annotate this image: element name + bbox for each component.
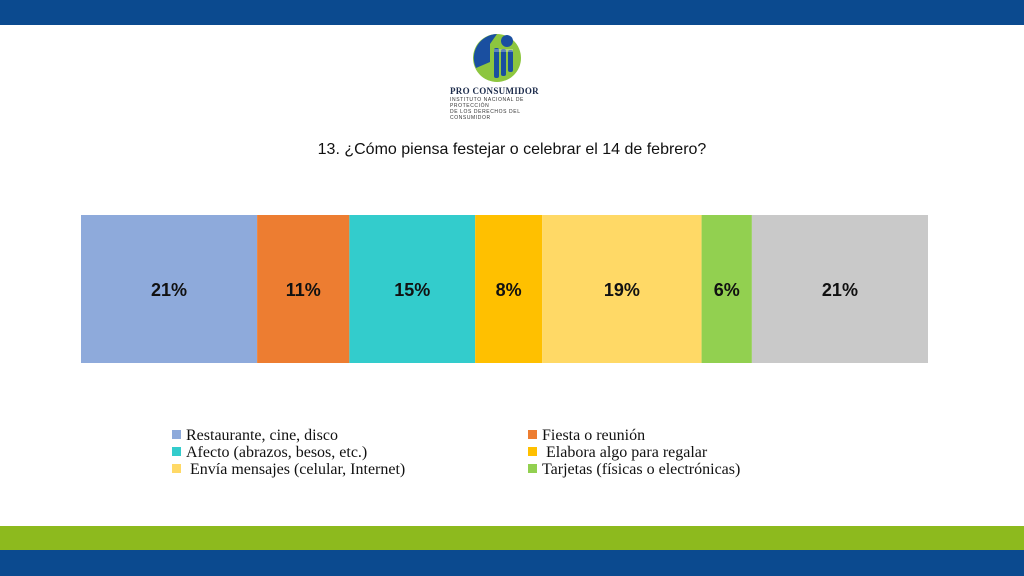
legend-item-1: Restaurante, cine, disco [172, 427, 338, 445]
data-label-2: 11% [286, 280, 321, 300]
legend-swatch [172, 464, 181, 473]
legend-label: Envía mensajes (celular, Internet) [186, 461, 406, 478]
data-label-3: 15% [394, 280, 430, 300]
top-header-band [0, 0, 1024, 25]
legend-label: Tarjetas (físicas o electrónicas) [542, 461, 741, 478]
legend-label: Afecto (abrazos, besos, etc.) [186, 444, 368, 461]
legend-label: Elabora algo para regalar [542, 444, 708, 461]
stacked-bar-chart: 21% 11% 15% 8% 19% 6% 21% [81, 215, 928, 363]
pro-consumidor-logo: PRO CONSUMIDOR INSTITUTO NACIONAL DE PRO… [450, 32, 560, 121]
data-label-6: 6% [714, 280, 740, 300]
logo-subtitle: INSTITUTO NACIONAL DE PROTECCIÓN DE LOS … [450, 97, 555, 121]
legend-swatch [528, 464, 537, 473]
bottom-green-band [0, 526, 1024, 550]
logo-subtitle-line-2: DE LOS DERECHOS DEL CONSUMIDOR [450, 109, 521, 121]
legend-swatch [172, 447, 181, 456]
bar-segment-1 [81, 215, 258, 363]
chart-title: 13. ¿Cómo piensa festejar o celebrar el … [317, 141, 707, 158]
data-label-4: 8% [496, 280, 522, 300]
legend-item-5: Envía mensajes (celular, Internet) [172, 461, 405, 479]
bar-segment-6 [701, 215, 752, 363]
data-label-7: 21% [822, 280, 858, 300]
legend-item-3: Afecto (abrazos, besos, etc.) [172, 444, 367, 462]
data-labels: 21% 11% 15% 8% 19% 6% 21% [151, 280, 858, 300]
legend-swatch [528, 447, 537, 456]
bar-segment-3 [349, 215, 476, 363]
data-label-5: 19% [604, 280, 640, 300]
legend-label: Restaurante, cine, disco [186, 427, 338, 444]
logo-emblem-icon [473, 34, 521, 82]
legend-swatch [528, 430, 537, 439]
legend-item-6: Tarjetas (físicas o electrónicas) [528, 461, 740, 479]
logo-name: PRO CONSUMIDOR [450, 86, 539, 96]
legend-swatch [172, 430, 181, 439]
data-label-1: 21% [151, 280, 187, 300]
bar-segment-2 [257, 215, 350, 363]
logo-subtitle-line-1: INSTITUTO NACIONAL DE PROTECCIÓN [450, 97, 524, 109]
legend-label: Fiesta o reunión [542, 427, 646, 444]
bar-segment-7 [751, 215, 928, 363]
bar-segments [81, 215, 928, 363]
bar-segment-4 [475, 215, 543, 363]
legend-item-4: Elabora algo para regalar [528, 444, 707, 462]
bar-segment-5 [542, 215, 702, 363]
legend-item-2: Fiesta o reunión [528, 427, 645, 445]
bottom-blue-band [0, 550, 1024, 576]
